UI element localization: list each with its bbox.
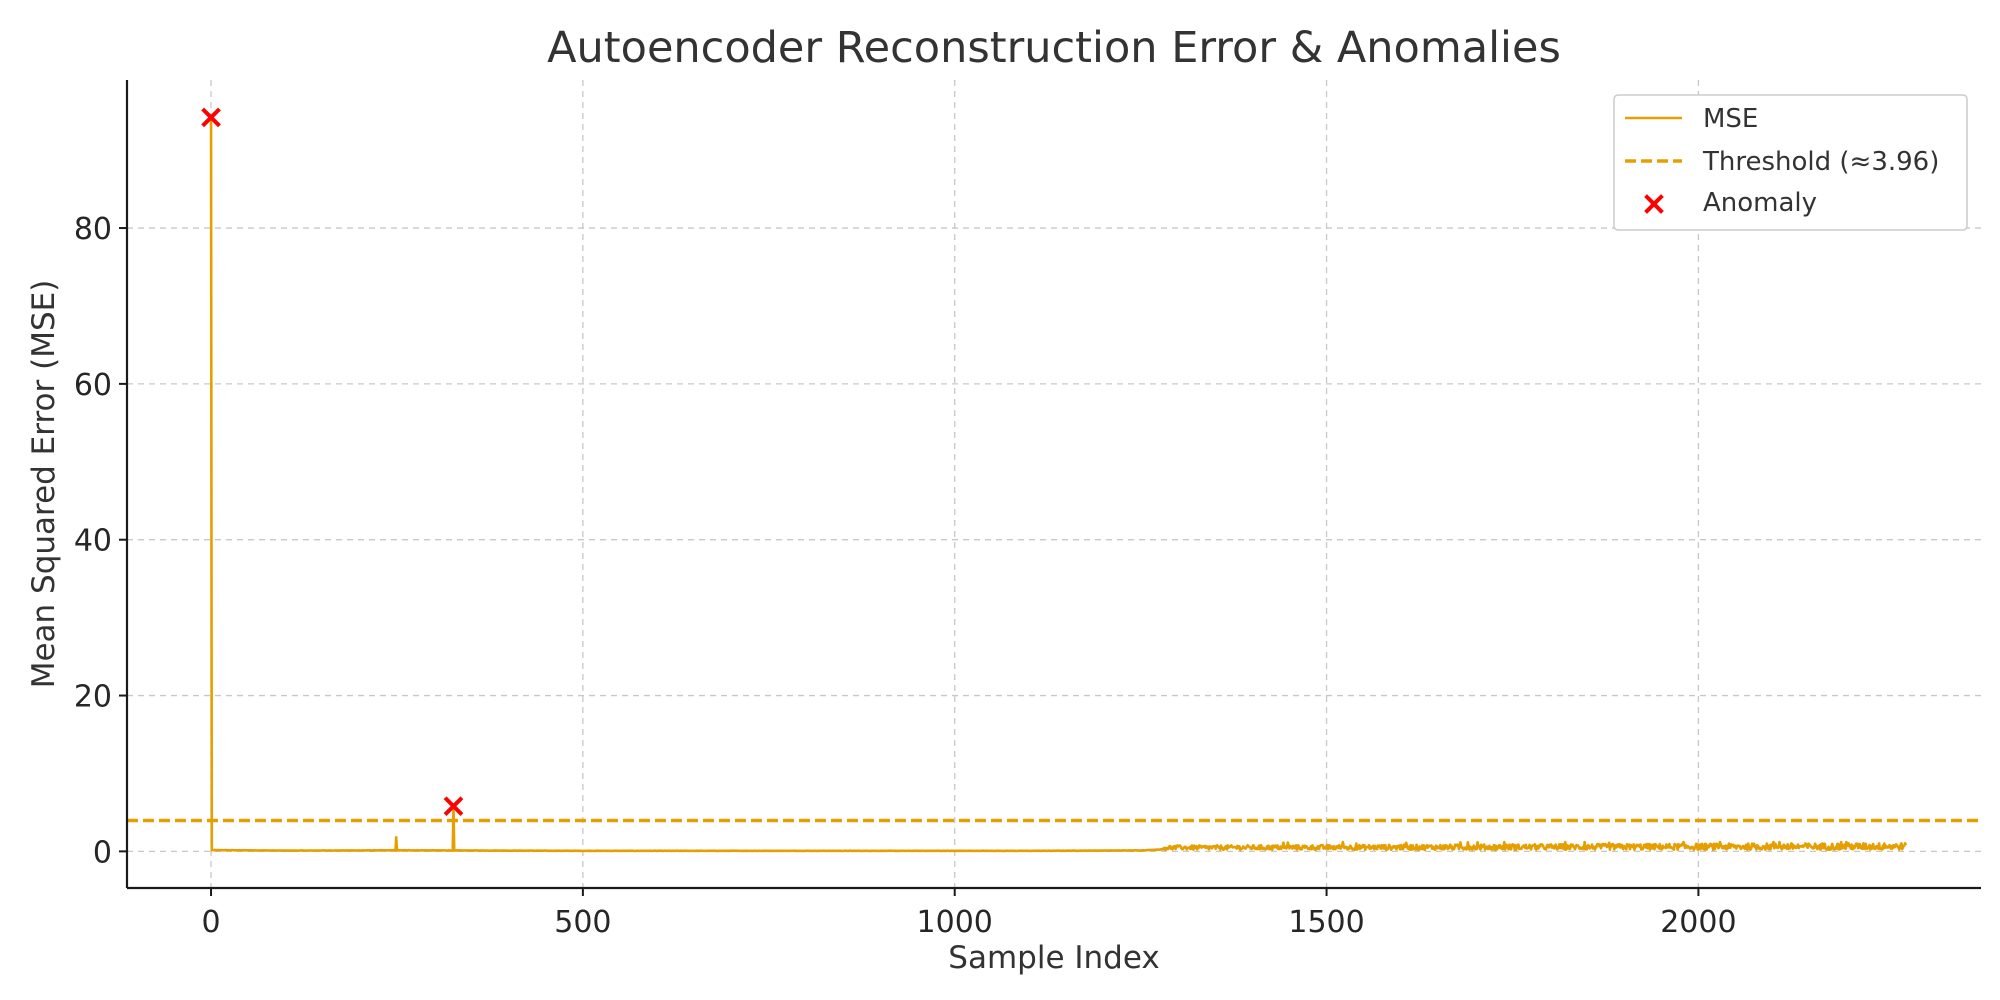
- y-tick-label: 0: [93, 835, 112, 870]
- legend-mse-label: MSE: [1703, 104, 1758, 134]
- x-tick-label: 1500: [1288, 905, 1364, 940]
- x-tick-label: 0: [201, 905, 220, 940]
- chart-title: Autoencoder Reconstruction Error & Anoma…: [547, 23, 1561, 73]
- axes-layer: [125, 80, 1981, 890]
- legend-frame: [1613, 94, 1968, 231]
- y-tick-label: 60: [74, 368, 112, 403]
- grid-layer: [127, 80, 1981, 888]
- x-tick-label: 1000: [917, 905, 993, 940]
- anomaly-marker-stroke: [201, 107, 221, 128]
- x-tick-label: 500: [554, 905, 611, 940]
- anomaly-marker: [443, 796, 464, 817]
- legend-threshold-label: Threshold (≈3.96): [1702, 147, 1939, 177]
- anomaly-marker-stroke: [443, 796, 464, 817]
- y-tick-label: 40: [74, 524, 112, 559]
- legend-anomaly-label: Anomaly: [1703, 188, 1817, 218]
- y-axis-label: Mean Squared Error (MSE): [26, 280, 62, 689]
- x-tick-label: 2000: [1660, 905, 1736, 940]
- tick-layer: 0 500 1000 1500 2000 0 20 40 60 80: [74, 212, 1737, 940]
- series-layer: [127, 107, 1981, 853]
- mse-line: [209, 117, 1908, 853]
- x-axis-label: Sample Index: [948, 940, 1159, 976]
- legend-anomaly-swatch: [1644, 194, 1664, 214]
- y-tick-label: 80: [74, 212, 112, 247]
- y-tick-label: 20: [74, 680, 112, 715]
- legend: MSE Threshold (≈3.96) Anomaly: [1613, 94, 1968, 231]
- anomaly-marker: [201, 107, 221, 128]
